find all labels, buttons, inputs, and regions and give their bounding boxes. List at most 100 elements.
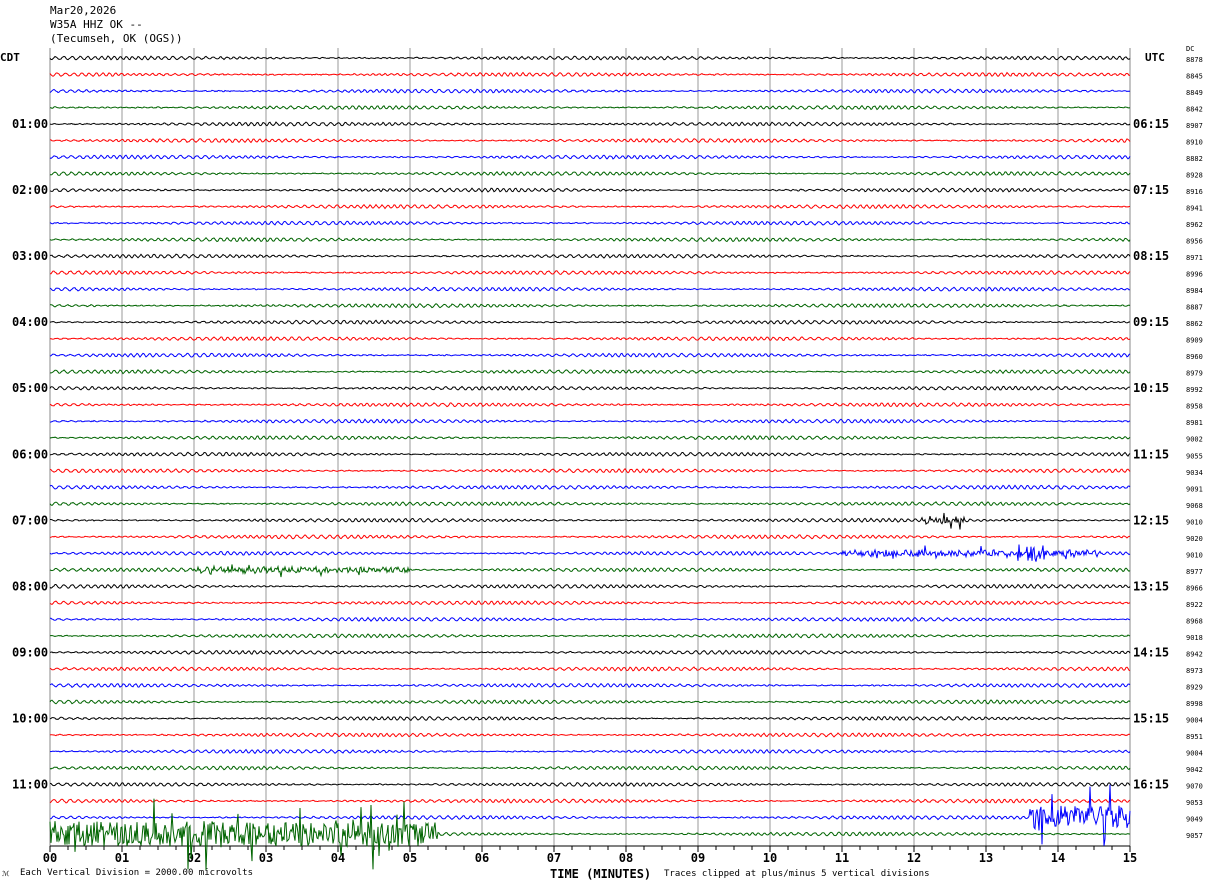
left-time-label: 08:00 xyxy=(12,579,48,593)
trace-line xyxy=(49,501,1131,507)
trace-line xyxy=(49,104,1131,111)
dc-offset-label: 8984 xyxy=(1186,287,1203,295)
dc-offset-label: 9042 xyxy=(1186,766,1203,774)
left-time-label: 05:00 xyxy=(12,381,48,395)
trace-line xyxy=(49,484,1131,491)
x-tick-label: 05 xyxy=(403,851,417,865)
trace-line xyxy=(49,435,1131,441)
dc-offset-label: 9034 xyxy=(1186,469,1203,477)
location-label: (Tecumseh, OK (OGS)) xyxy=(50,32,183,45)
dc-offset-label: 8942 xyxy=(1186,650,1203,658)
right-time-label: 07:15 xyxy=(1133,183,1169,197)
left-time-label: 07:00 xyxy=(12,513,48,527)
x-tick-label: 04 xyxy=(331,851,345,865)
dc-offset-label: 8960 xyxy=(1186,353,1203,361)
dc-offset-label: 8968 xyxy=(1186,617,1203,625)
left-time-label: 09:00 xyxy=(12,645,48,659)
dc-offset-label: 9010 xyxy=(1186,518,1203,526)
trace-line xyxy=(49,798,1130,871)
x-tick-label: 07 xyxy=(547,851,561,865)
dc-offset-label: 8971 xyxy=(1186,254,1203,262)
dc-offset-label: 8962 xyxy=(1186,221,1203,229)
dc-offset-label: 8958 xyxy=(1186,403,1203,411)
dc-offset-label: 8907 xyxy=(1186,122,1203,130)
left-axis-title: CDT xyxy=(0,51,20,64)
dc-offset-label: 8996 xyxy=(1186,271,1203,279)
trace-line xyxy=(49,55,1131,61)
dc-offset-label: 8845 xyxy=(1186,73,1203,81)
left-time-label: 10:00 xyxy=(12,711,48,725)
date-label: Mar20,2026 xyxy=(50,4,117,17)
dc-offset-label: 8992 xyxy=(1186,386,1203,394)
right-time-label: 09:15 xyxy=(1133,315,1169,329)
trace-line xyxy=(49,682,1131,689)
dc-offset-label: 8998 xyxy=(1186,700,1203,708)
x-tick-label: 01 xyxy=(115,851,129,865)
trace-line xyxy=(49,600,1131,606)
dc-offset-label: 8910 xyxy=(1186,139,1203,147)
trace-line xyxy=(50,303,1131,309)
right-time-label: 13:15 xyxy=(1133,579,1169,593)
trace-line xyxy=(49,468,1131,474)
trace-line xyxy=(49,368,1131,375)
dc-offset-label: 8981 xyxy=(1186,419,1203,427)
dc-offset-label: 9055 xyxy=(1186,452,1203,460)
x-tick-label: 06 xyxy=(475,851,489,865)
dc-offset-label: 8916 xyxy=(1186,188,1203,196)
dc-offset-label: 8929 xyxy=(1186,683,1203,691)
trace-line xyxy=(50,784,1131,846)
dc-offset-label: 9020 xyxy=(1186,535,1203,543)
trace-line xyxy=(49,71,1131,78)
dc-offset-label: 9068 xyxy=(1186,502,1203,510)
dc-offset-label: 8887 xyxy=(1186,304,1203,312)
right-time-label: 10:15 xyxy=(1133,381,1169,395)
trace-line xyxy=(49,666,1131,672)
trace-line xyxy=(49,748,1131,755)
dc-offset-label: 8922 xyxy=(1186,601,1203,609)
dc-offset-label: 8973 xyxy=(1186,667,1203,675)
trace-line xyxy=(49,544,1131,562)
x-tick-label: 15 xyxy=(1123,851,1137,865)
trace-line xyxy=(49,170,1131,177)
right-time-label: 12:15 xyxy=(1133,513,1169,527)
trace-line xyxy=(49,253,1131,259)
left-time-label: 01:00 xyxy=(12,117,48,131)
dc-offset-label: 8882 xyxy=(1186,155,1203,163)
trace-line xyxy=(49,88,1131,94)
x-tick-label: 14 xyxy=(1051,851,1065,865)
x-tick-label: 09 xyxy=(691,851,705,865)
x-tick-label: 11 xyxy=(835,851,849,865)
trace-line xyxy=(50,616,1131,623)
trace-line xyxy=(49,236,1131,243)
dc-header: DC xyxy=(1186,45,1194,53)
dc-offset-label: 9002 xyxy=(1186,436,1203,444)
dc-offset-label: 9070 xyxy=(1186,782,1203,790)
dc-offset-label: 9004 xyxy=(1186,749,1203,757)
dc-offset-label: 9018 xyxy=(1186,634,1203,642)
x-tick-label: 12 xyxy=(907,851,921,865)
left-time-label: 02:00 xyxy=(12,183,48,197)
dc-offset-label: 8979 xyxy=(1186,370,1203,378)
right-time-label: 11:15 xyxy=(1133,447,1169,461)
trace-line xyxy=(49,187,1131,193)
clip-note: Traces clipped at plus/minus 5 vertical … xyxy=(664,869,930,879)
trace-line xyxy=(49,418,1131,424)
trace-line xyxy=(49,154,1131,160)
dc-offset-label: 9053 xyxy=(1186,799,1203,807)
dc-offset-label: 8928 xyxy=(1186,172,1203,180)
trace-line xyxy=(49,402,1131,408)
dc-offset-label: 9057 xyxy=(1186,832,1203,840)
right-time-label: 06:15 xyxy=(1133,117,1169,131)
trace-line xyxy=(49,352,1131,358)
trace-line xyxy=(49,203,1130,210)
right-time-label: 16:15 xyxy=(1133,777,1169,791)
left-time-label: 11:00 xyxy=(12,777,48,791)
dc-offset-label: 8977 xyxy=(1186,568,1203,576)
dc-offset-label: 8966 xyxy=(1186,584,1203,592)
trace-line xyxy=(49,732,1131,738)
trace-line xyxy=(49,319,1131,325)
trace-line xyxy=(49,699,1131,705)
right-time-label: 14:15 xyxy=(1133,645,1169,659)
x-axis-label: TIME (MINUTES) xyxy=(550,867,652,881)
